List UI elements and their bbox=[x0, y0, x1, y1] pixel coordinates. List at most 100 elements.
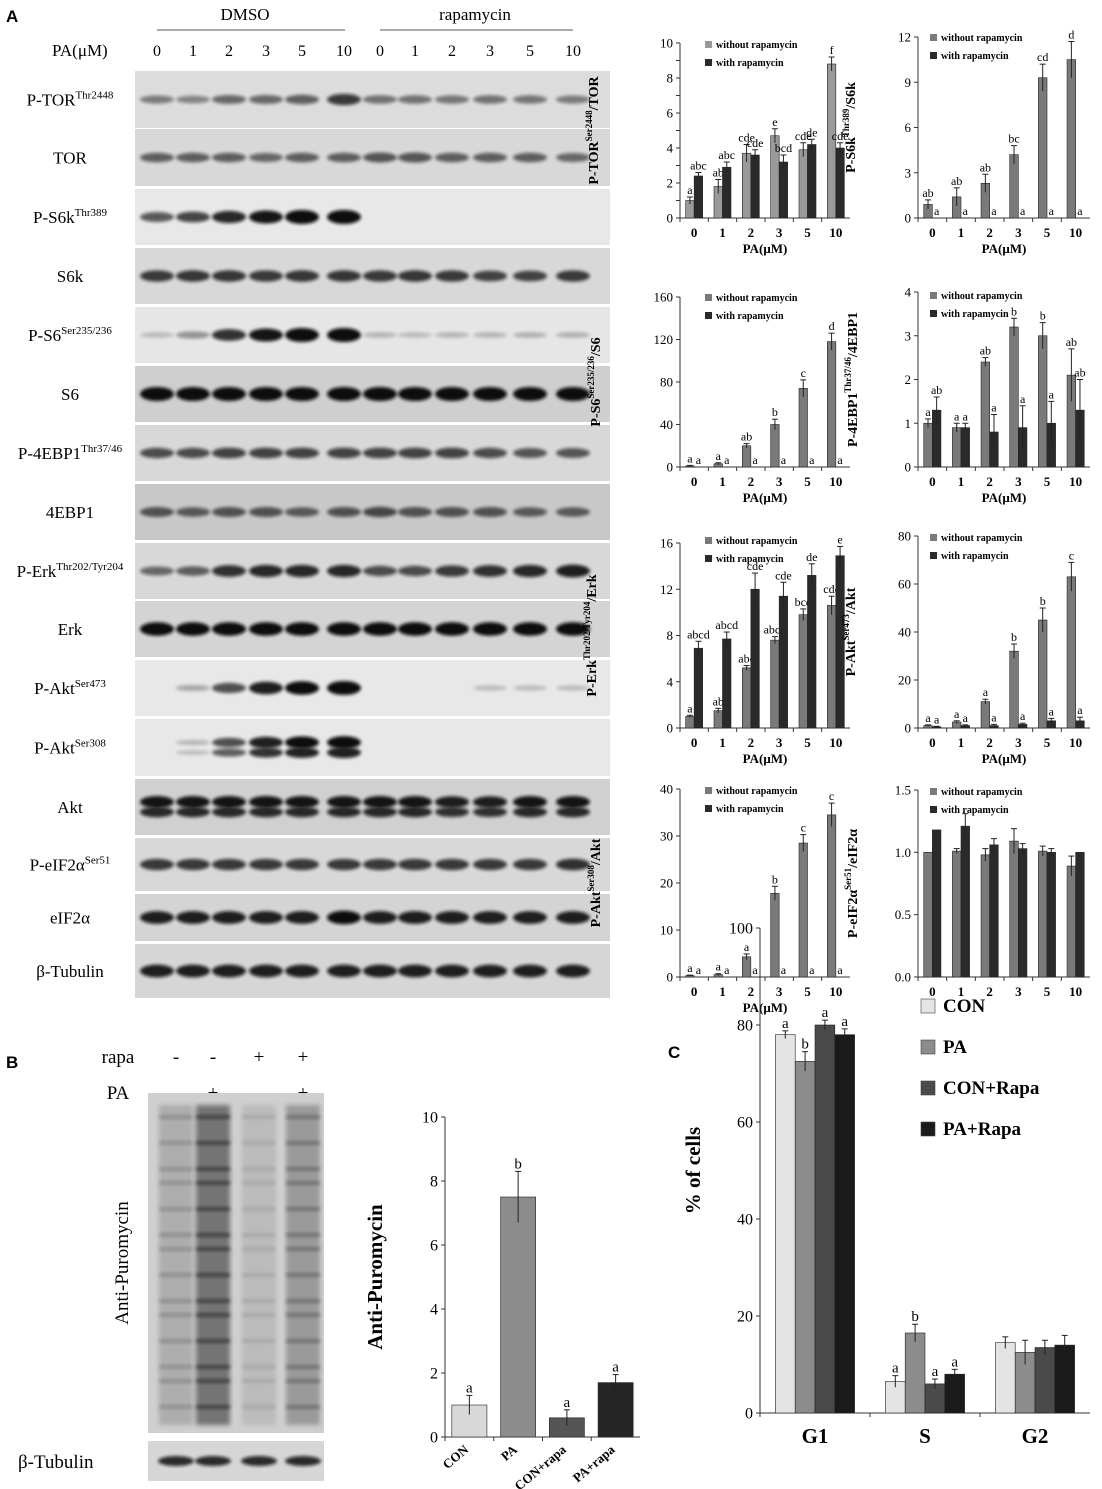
y-tick-label: 40 bbox=[660, 782, 673, 797]
significance-letter: a bbox=[687, 961, 693, 975]
significance-letter: a bbox=[466, 1380, 473, 1396]
blot-band bbox=[473, 152, 507, 163]
y-tick-label: 10 bbox=[660, 36, 673, 51]
x-tick-label: 1 bbox=[958, 735, 965, 750]
legend-label: without rapamycin bbox=[941, 533, 1023, 544]
puromycin-band bbox=[242, 1339, 276, 1343]
blot-band bbox=[398, 447, 432, 459]
significance-letter: a bbox=[612, 1360, 619, 1376]
puromycin-band bbox=[242, 1207, 276, 1211]
bar bbox=[807, 144, 817, 219]
puromycin-band bbox=[242, 1233, 276, 1237]
significance-letter: a bbox=[724, 963, 730, 977]
significance-letter: a bbox=[744, 940, 750, 954]
blot-row: P-AktSer473 bbox=[34, 660, 610, 716]
bar bbox=[1009, 326, 1019, 468]
panel-letter-c: C bbox=[668, 1043, 680, 1062]
blot-band bbox=[556, 270, 590, 282]
blot-band bbox=[327, 387, 361, 401]
x-tick-label: 5 bbox=[1044, 735, 1051, 750]
legend-label: without rapamycin bbox=[941, 291, 1023, 302]
significance-letter: a bbox=[1020, 709, 1026, 723]
legend-swatch bbox=[930, 806, 937, 813]
chart-8: 0.0 0.5 1.0 1.5 0 1 2 3 5 10 without rapamycin with… bbox=[843, 783, 1090, 999]
x-tick-label: 5 bbox=[804, 735, 811, 750]
blot-row: P-S6kThr389 bbox=[33, 189, 610, 245]
x-tick-label: 5 bbox=[1044, 984, 1051, 999]
significance-letter: a bbox=[687, 701, 693, 715]
blot-row: P-eIF2αSer51 bbox=[30, 838, 610, 891]
blot-band bbox=[249, 736, 283, 749]
blot-band bbox=[398, 858, 432, 871]
blot-label: Akt bbox=[57, 798, 83, 817]
blot-band bbox=[398, 806, 432, 818]
blot-band bbox=[176, 566, 210, 576]
significance-letter: cde bbox=[775, 568, 792, 582]
x-tick-label: 2 bbox=[986, 225, 993, 240]
blot-label: β-Tubulin bbox=[36, 962, 104, 981]
blot-band bbox=[435, 447, 469, 459]
blot-band bbox=[249, 270, 283, 282]
y-axis-label: P-S6Ser235/236/S6 bbox=[586, 337, 604, 426]
significance-letter: bcd bbox=[775, 141, 792, 155]
x-tick-label: PA+rapa bbox=[570, 1441, 618, 1485]
legend-label: with rapamycin bbox=[941, 551, 1009, 562]
bar bbox=[1009, 840, 1019, 978]
blot-band bbox=[435, 964, 469, 978]
significance-letter: a bbox=[752, 453, 758, 467]
blot-band bbox=[249, 447, 283, 459]
bar bbox=[827, 341, 837, 468]
puromycin-band bbox=[159, 1313, 193, 1317]
blot-band bbox=[473, 270, 507, 282]
blot-band bbox=[327, 93, 361, 106]
significance-letter: ab bbox=[1066, 335, 1077, 349]
treatment-mark: - bbox=[173, 1047, 179, 1068]
puromycin-band bbox=[196, 1379, 230, 1383]
y-tick-label: 2 bbox=[667, 176, 674, 191]
blot-band bbox=[513, 448, 547, 458]
x-tick-label: 1 bbox=[719, 474, 726, 489]
y-axis-label: % of cells bbox=[681, 1127, 705, 1214]
y-axis-label: P-eIF2αSer51/eIF2α bbox=[843, 829, 861, 938]
blot-band bbox=[513, 964, 547, 978]
group-label-rapamycin: rapamycin bbox=[439, 5, 511, 24]
significance-letter: a bbox=[564, 1395, 571, 1411]
lane-label: 10 bbox=[336, 43, 352, 60]
blot-band bbox=[513, 95, 547, 104]
y-tick-label: 60 bbox=[737, 1115, 753, 1132]
blot-band bbox=[327, 806, 361, 818]
y-axis-label: P-4EBP1Thr37/46/4EBP1 bbox=[843, 312, 861, 447]
blot-band bbox=[473, 565, 507, 577]
blot-band bbox=[473, 911, 507, 924]
legend-swatch bbox=[930, 52, 937, 59]
y-tick-label: 2 bbox=[430, 1366, 438, 1383]
x-tick-label: 0 bbox=[691, 984, 698, 999]
puromycin-band bbox=[159, 1207, 193, 1211]
blot-band bbox=[212, 94, 246, 105]
blot-band bbox=[398, 507, 432, 517]
blot-band bbox=[212, 682, 246, 694]
significance-letter: cde bbox=[747, 559, 764, 573]
puromycin-band bbox=[159, 1167, 193, 1171]
blot-band bbox=[473, 796, 507, 808]
blot-band bbox=[473, 806, 507, 818]
blot-band bbox=[556, 622, 590, 636]
blot-band bbox=[327, 964, 361, 978]
blot-band bbox=[285, 622, 319, 636]
blot-band bbox=[473, 332, 507, 338]
legend-label: CON+Rapa bbox=[943, 1078, 1040, 1099]
panel-letter-b: B bbox=[6, 1053, 18, 1072]
blot-band bbox=[556, 387, 590, 401]
bar bbox=[742, 445, 752, 468]
bar bbox=[960, 825, 970, 978]
blot-band bbox=[327, 152, 361, 163]
bar bbox=[713, 710, 723, 729]
blot-band bbox=[435, 806, 469, 818]
bar bbox=[770, 424, 780, 468]
significance-letter: ab bbox=[931, 383, 942, 397]
significance-letter: cde bbox=[747, 136, 764, 150]
significance-letter: b bbox=[514, 1156, 522, 1172]
